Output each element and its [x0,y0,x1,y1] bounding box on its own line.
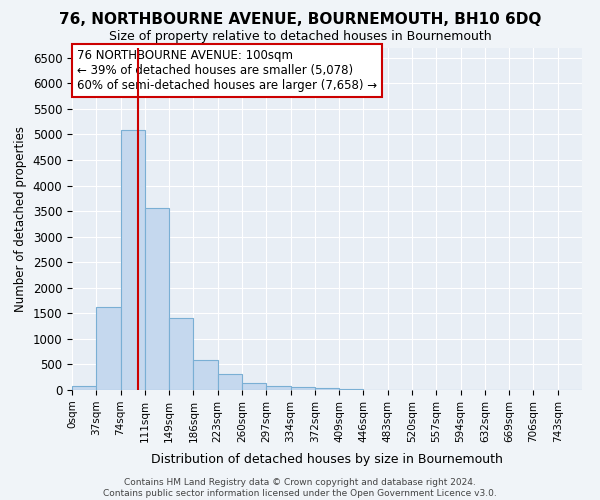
Text: Size of property relative to detached houses in Bournemouth: Size of property relative to detached ho… [109,30,491,43]
Bar [218,374,242,390]
Bar [121,130,145,390]
Bar [96,307,121,390]
Bar [266,386,290,390]
Text: 76 NORTHBOURNE AVENUE: 100sqm
← 39% of detached houses are smaller (5,078)
60% o: 76 NORTHBOURNE AVENUE: 100sqm ← 39% of d… [77,49,377,92]
Bar [315,388,339,390]
Text: 76, NORTHBOURNE AVENUE, BOURNEMOUTH, BH10 6DQ: 76, NORTHBOURNE AVENUE, BOURNEMOUTH, BH1… [59,12,541,28]
Bar [145,208,169,390]
Bar [242,383,266,390]
Bar [72,386,96,390]
Bar [290,387,315,390]
Y-axis label: Number of detached properties: Number of detached properties [14,126,27,312]
Bar [193,360,218,390]
Text: Contains HM Land Registry data © Crown copyright and database right 2024.
Contai: Contains HM Land Registry data © Crown c… [103,478,497,498]
Bar [169,318,193,390]
X-axis label: Distribution of detached houses by size in Bournemouth: Distribution of detached houses by size … [151,453,503,466]
